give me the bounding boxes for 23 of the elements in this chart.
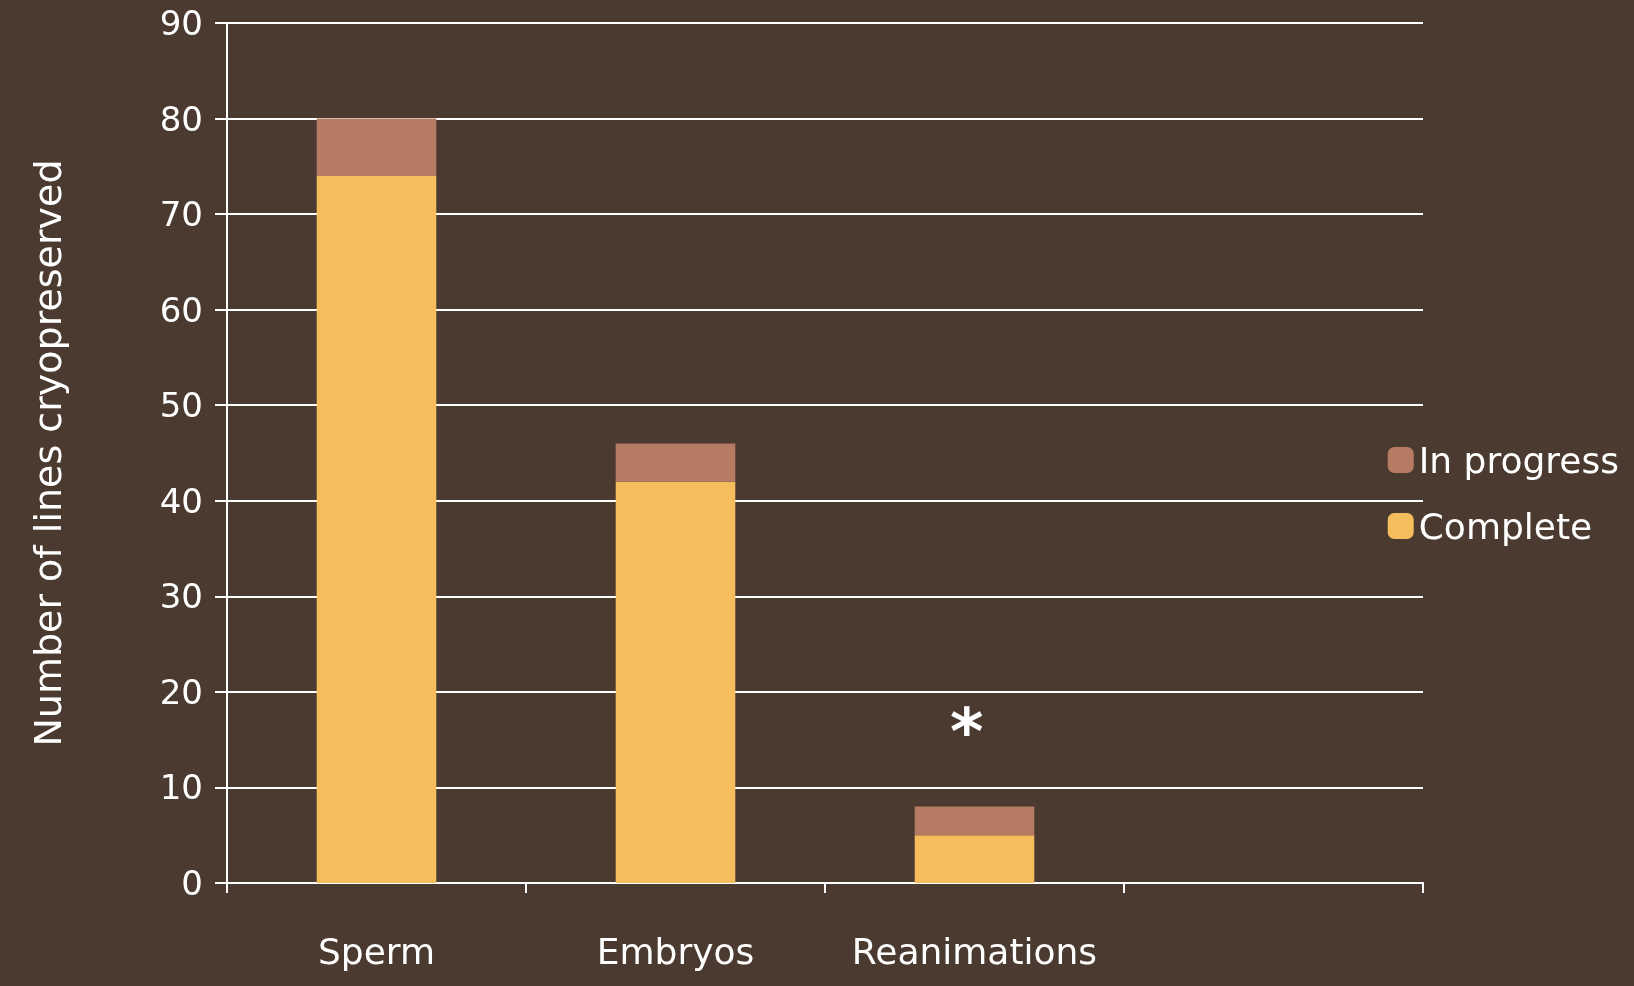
y-tick-label: 10 xyxy=(159,767,203,808)
y-tick-label: 90 xyxy=(159,3,203,43)
y-tick-label: 60 xyxy=(159,289,203,330)
y-tick-label: 50 xyxy=(159,385,203,426)
annotation: * xyxy=(950,695,984,769)
y-tick-label: 0 xyxy=(181,863,203,903)
bar xyxy=(914,806,1035,836)
y-axis-title: Number of lines cryopreserved xyxy=(26,159,70,747)
bar xyxy=(615,443,736,482)
bar xyxy=(914,835,1035,883)
y-tick-label: 40 xyxy=(159,480,203,521)
y-tick-label: 80 xyxy=(159,98,203,139)
x-tick-label: Sperm xyxy=(317,930,436,972)
y-tick-label: 20 xyxy=(159,671,203,712)
bar xyxy=(316,118,437,176)
legend-label: In progress xyxy=(1418,439,1620,481)
y-tick-label: 70 xyxy=(159,194,203,235)
bar xyxy=(615,481,736,883)
bar xyxy=(316,175,437,883)
x-tick-label: Reanimations xyxy=(851,930,1098,972)
x-tick-label: Embryos xyxy=(596,930,755,972)
legend-label: Complete xyxy=(1418,505,1593,547)
y-tick-label: 30 xyxy=(159,576,203,617)
